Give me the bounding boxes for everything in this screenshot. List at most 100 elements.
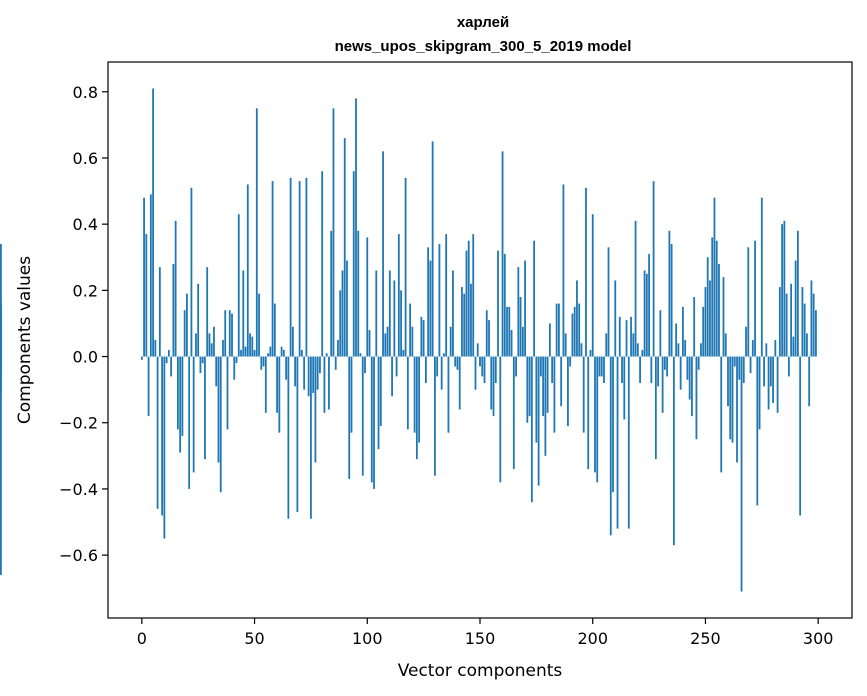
bar-component-195 [580, 343, 583, 357]
bar-component-291 [796, 230, 799, 357]
bar-component-156 [492, 356, 495, 417]
bar-component-294 [803, 303, 806, 357]
bar-component-97 [359, 353, 362, 357]
bar-component-128 [429, 260, 432, 357]
bar-component-90 [343, 138, 346, 357]
y-tick-label: −0.4 [59, 480, 98, 499]
bar-component-8 [158, 267, 161, 357]
bar-component-214 [623, 356, 626, 420]
bar-component-5 [152, 88, 154, 357]
bar-component-104 [375, 270, 378, 357]
bar-component-141 [458, 356, 461, 410]
bar-component-193 [576, 280, 578, 357]
bar-component-74 [307, 356, 310, 397]
bar-component-102 [370, 356, 373, 483]
bar-component-46 [244, 346, 247, 357]
bar-component-109 [386, 326, 389, 357]
bar-component-18 [181, 356, 184, 436]
bar-component-33 [215, 356, 218, 387]
bar-component-163 [508, 306, 511, 357]
bar-component-145 [467, 240, 470, 357]
bar-component-7 [156, 356, 159, 509]
bar-component-103 [373, 356, 375, 489]
bar-component-267 [742, 356, 745, 384]
bar-component-25 [197, 283, 200, 357]
bar-component-208 [609, 356, 612, 536]
bar-component-84 [330, 230, 333, 357]
bar-component-190 [569, 356, 572, 367]
bar-component-59 [273, 303, 276, 357]
bar-component-77 [314, 356, 317, 463]
bar-component-129 [431, 141, 434, 357]
bar-component-248 [700, 343, 702, 357]
bar-component-192 [573, 306, 576, 357]
bar-component-37 [224, 310, 227, 357]
bar-component-184 [555, 303, 558, 357]
bar-component-160 [501, 151, 504, 357]
bar-component-164 [510, 330, 513, 357]
bar-component-48 [249, 333, 251, 357]
bar-component-111 [391, 356, 393, 397]
bar-component-100 [366, 237, 369, 357]
bar-component-268 [745, 326, 747, 357]
bar-component-237 [675, 323, 678, 357]
bar-component-175 [535, 356, 538, 443]
bar-component-275 [760, 197, 763, 357]
bar-component-35 [219, 356, 222, 493]
bar-component-88 [339, 290, 342, 357]
bar-component-158 [497, 250, 499, 357]
bar-component-196 [582, 356, 585, 433]
bar-component-72 [303, 356, 306, 390]
bar-component-152 [483, 356, 486, 384]
bar-component-134 [443, 353, 445, 357]
bar-component-169 [521, 326, 524, 357]
bar-component-149 [476, 343, 479, 357]
bar-component-38 [226, 356, 229, 430]
bar-component-194 [578, 303, 581, 357]
bar-component-212 [618, 316, 621, 357]
bar-component-16 [176, 356, 179, 430]
bar-component-138 [452, 270, 454, 357]
bar-component-94 [352, 171, 355, 357]
bar-component-280 [772, 356, 774, 403]
x-tick-label: 100 [352, 629, 383, 648]
bar-component-251 [706, 257, 709, 357]
bar-component-257 [720, 356, 723, 473]
bars-layer [0, 88, 817, 592]
bar-component-52 [258, 293, 260, 357]
bar-component-50 [253, 349, 256, 357]
bar-component-282 [776, 356, 779, 413]
y-tick-label: 0.0 [73, 348, 98, 367]
bar-component-284 [781, 224, 784, 357]
bar-component-124 [420, 316, 423, 357]
bar-component-262 [731, 356, 734, 443]
bar-component-114 [397, 234, 400, 357]
bar-component-undefined [0, 244, 2, 357]
bar-component-108 [384, 333, 387, 357]
bar-component-81 [323, 356, 326, 413]
bar-component-168 [519, 296, 522, 357]
bar-component-54 [262, 356, 265, 367]
bar-component-92 [348, 356, 351, 479]
y-axis-label: Components values [15, 256, 35, 424]
x-axis-label: Vector components [398, 661, 563, 681]
bar-component-22 [190, 187, 193, 357]
bar-component-51 [255, 108, 258, 357]
bar-component-179 [544, 356, 547, 456]
bar-component-161 [503, 253, 506, 357]
bar-component-255 [715, 240, 718, 357]
bar-component-11 [165, 356, 168, 364]
bar-component-60 [276, 356, 278, 413]
bar-component-243 [688, 356, 691, 400]
bar-component-96 [357, 230, 360, 357]
bar-component-206 [605, 333, 608, 357]
bar-component-95 [355, 98, 357, 357]
bar-component-112 [393, 280, 396, 357]
bar-component-116 [402, 349, 405, 357]
chart-subtitle: news_upos_skipgram_300_5_2019 model [335, 38, 632, 55]
bar-component-75 [310, 356, 312, 519]
bar-component-249 [702, 306, 705, 357]
bar-component-296 [808, 356, 811, 407]
bar-component-209 [612, 356, 614, 493]
